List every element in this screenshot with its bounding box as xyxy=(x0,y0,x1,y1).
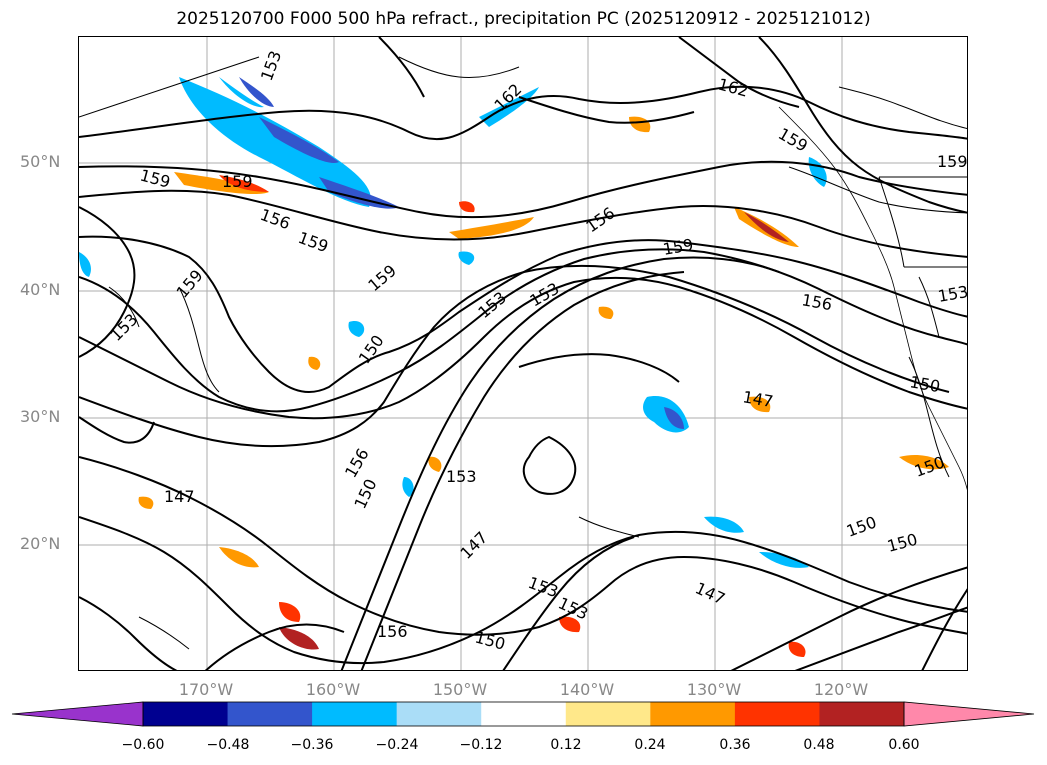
contour-label: 159 xyxy=(222,172,253,191)
map-canvas: 153 159 159 156 159 159 162 162 159 159 … xyxy=(79,37,968,670)
lat-label: 20°N xyxy=(20,534,61,553)
contour-label: 153 xyxy=(106,310,141,345)
colorbar-segment xyxy=(734,702,820,726)
contour-label: 147 xyxy=(164,487,195,506)
contour-lines xyxy=(79,37,967,670)
colorbar xyxy=(11,701,1035,727)
contour-label: 159 xyxy=(775,124,811,156)
lon-label: 170°W xyxy=(178,680,234,699)
contour-label: 150 xyxy=(355,331,388,367)
contour-label: 147 xyxy=(741,387,774,411)
lat-label: 40°N xyxy=(20,280,61,299)
colorbar-tick: 0.36 xyxy=(719,737,751,753)
colorbar-tick: −0.48 xyxy=(206,737,250,753)
contour-label: 150 xyxy=(844,512,879,540)
colorbar-segment xyxy=(650,702,736,726)
colorbar-tick: 0.24 xyxy=(634,737,666,753)
lat-label: 50°N xyxy=(20,152,61,171)
colorbar-segment xyxy=(312,702,398,726)
contour-label: 159 xyxy=(296,228,331,256)
contour-label: 159 xyxy=(173,266,207,302)
graticule xyxy=(79,37,967,670)
colorbar-segments xyxy=(143,702,905,726)
colorbar-outline xyxy=(142,701,905,727)
contour-label: 150 xyxy=(473,628,507,654)
colorbar-extend-high xyxy=(903,701,1035,727)
thin-contours xyxy=(79,56,967,650)
precip-negative xyxy=(79,77,827,568)
lon-label: 140°W xyxy=(559,680,615,699)
lon-label: 120°W xyxy=(813,680,869,699)
lon-label: 130°W xyxy=(686,680,742,699)
chart-title: 2025120700 F000 500 hPa refract., precip… xyxy=(176,9,871,29)
colorbar-extend-low xyxy=(11,701,144,727)
contour-label: 162 xyxy=(716,75,750,101)
contour-label: 153 xyxy=(526,573,561,601)
contour-label: 156 xyxy=(377,622,408,641)
colorbar-segment xyxy=(143,702,229,726)
lon-label: 150°W xyxy=(432,680,488,699)
contour-label: 159 xyxy=(138,166,172,192)
colorbar-tick: 0.60 xyxy=(888,737,920,753)
contour-label: 150 xyxy=(350,476,380,512)
contour-label: 147 xyxy=(456,528,491,563)
colorbar-tick: −0.60 xyxy=(121,737,165,753)
contour-label: 147 xyxy=(692,578,728,608)
colorbar-segment xyxy=(819,702,905,726)
colorbar-segment xyxy=(396,702,482,726)
contour-label: 159 xyxy=(364,261,400,295)
colorbar-tick: −0.24 xyxy=(375,737,419,753)
colorbar-segment xyxy=(565,702,651,726)
colorbar-segment xyxy=(481,702,567,726)
map-panel: 153 159 159 156 159 159 162 162 159 159 … xyxy=(78,36,968,671)
colorbar-tick: −0.12 xyxy=(459,737,503,753)
contour-label: 156 xyxy=(800,290,833,314)
contour-label: 159 xyxy=(661,235,694,259)
contour-label: 159 xyxy=(937,152,968,171)
contour-label: 153 xyxy=(446,467,477,486)
colorbar-tick: −0.36 xyxy=(290,737,334,753)
lon-label: 160°W xyxy=(305,680,361,699)
contour-label: 153 xyxy=(257,48,285,83)
contour-label: 150 xyxy=(885,530,919,556)
colorbar-tick: 0.12 xyxy=(550,737,582,753)
contour-label: 156 xyxy=(341,445,373,481)
colorbar-tick: 0.48 xyxy=(803,737,835,753)
coastline xyxy=(778,106,967,490)
contour-label: 153 xyxy=(936,282,968,306)
precip-positive xyxy=(138,116,949,657)
lat-label: 30°N xyxy=(20,407,61,426)
colorbar-segment xyxy=(227,702,313,726)
